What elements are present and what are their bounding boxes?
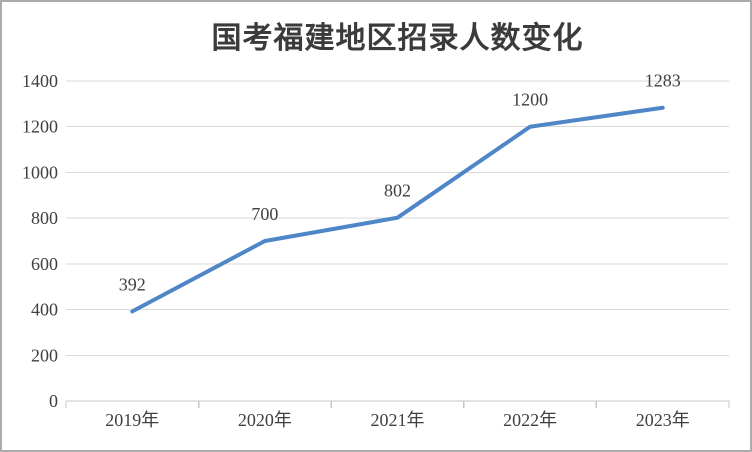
y-axis-tick-label: 0 <box>49 391 58 411</box>
data-point-label: 392 <box>119 274 146 294</box>
data-point-label: 1283 <box>645 71 681 91</box>
y-axis-tick-label: 1400 <box>22 71 58 91</box>
x-axis-category-label: 2021年 <box>371 410 425 430</box>
data-point-label: 802 <box>384 181 411 201</box>
data-point-label: 700 <box>251 204 278 224</box>
y-axis-tick-label: 400 <box>31 300 58 320</box>
x-axis-category-label: 2022年 <box>503 410 557 430</box>
x-axis-category-label: 2023年 <box>636 410 690 430</box>
data-point-label: 1200 <box>512 90 548 110</box>
y-axis-tick-label: 600 <box>31 254 58 274</box>
y-axis-tick-label: 1200 <box>22 117 58 137</box>
chart-title: 国考福建地区招录人数变化 <box>211 22 584 55</box>
y-axis-tick-label: 1000 <box>22 162 58 182</box>
x-axis-category-label: 2019年 <box>105 410 159 430</box>
y-axis-tick-label: 800 <box>31 208 58 228</box>
x-axis-category-label: 2020年 <box>238 410 292 430</box>
y-axis-tick-label: 200 <box>31 345 58 365</box>
data-series-line <box>130 105 665 314</box>
